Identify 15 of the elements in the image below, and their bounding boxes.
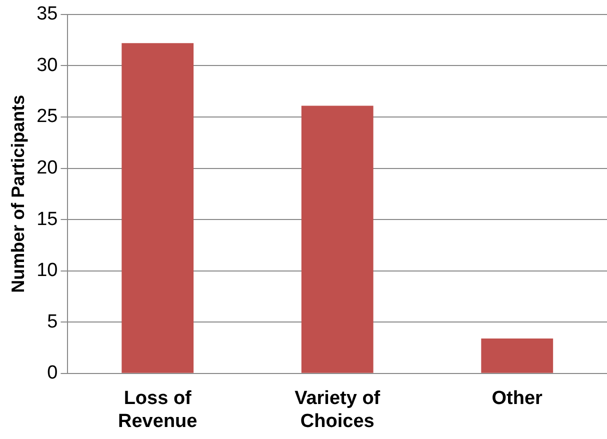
y-tick-label: 35 xyxy=(36,4,58,25)
y-tick-label: 10 xyxy=(36,260,58,282)
bar xyxy=(122,43,194,373)
y-tick-label: 20 xyxy=(36,157,58,178)
y-tick-label: 30 xyxy=(36,54,58,76)
bar xyxy=(301,106,374,373)
y-tick-label: 5 xyxy=(47,311,58,332)
y-axis-title: Number of Participants xyxy=(8,94,28,293)
y-tick-label: 0 xyxy=(47,362,58,384)
bar xyxy=(481,338,554,373)
x-tick-label: Other xyxy=(492,388,544,410)
y-tick-label: 25 xyxy=(36,106,58,128)
x-tick-label: Variety of Choices xyxy=(294,388,381,432)
y-tick-label: 15 xyxy=(36,208,58,230)
x-tick-label: Loss of Revenue xyxy=(118,388,198,432)
